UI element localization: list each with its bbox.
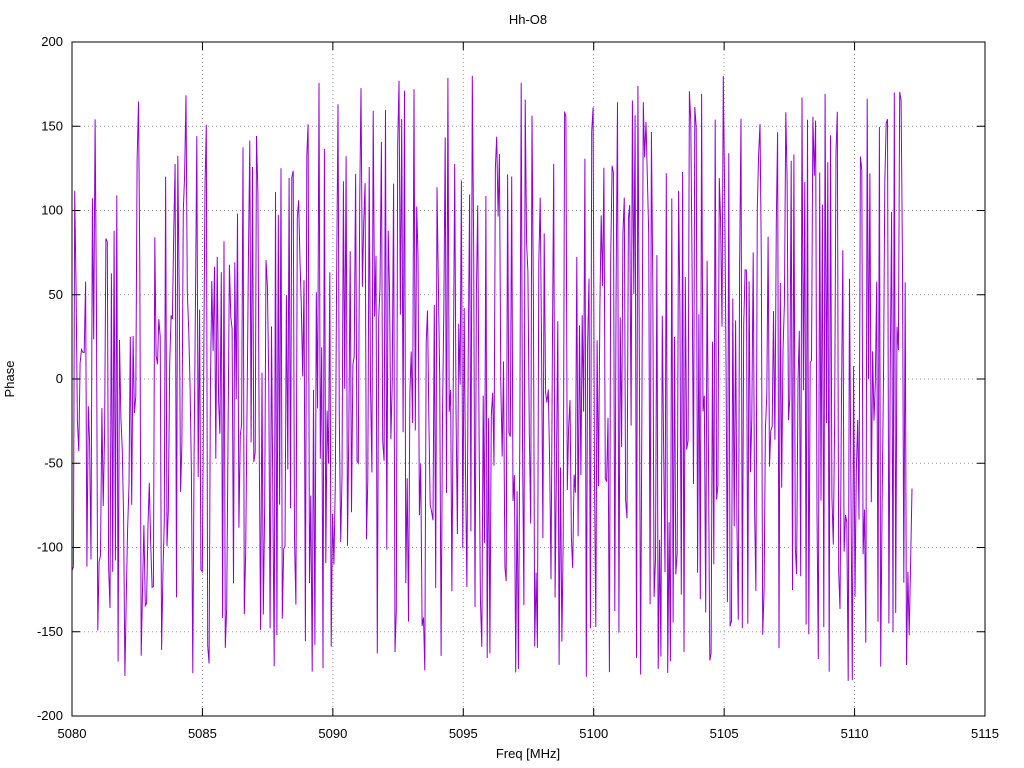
y-tick-label: -150 bbox=[37, 624, 63, 639]
y-tick-label: 200 bbox=[41, 34, 63, 49]
x-tick-label: 5105 bbox=[710, 726, 739, 741]
x-axis-label: Freq [MHz] bbox=[496, 746, 560, 761]
y-axis-label: Phase bbox=[2, 361, 17, 398]
y-tick-label: 0 bbox=[56, 371, 63, 386]
y-tick-label: 100 bbox=[41, 203, 63, 218]
x-tick-label: 5085 bbox=[188, 726, 217, 741]
phase-trace bbox=[72, 75, 913, 681]
x-tick-label: 5080 bbox=[58, 726, 87, 741]
x-tick-label: 5090 bbox=[318, 726, 347, 741]
y-tick-label: 150 bbox=[41, 118, 63, 133]
plot-title: Hh-O8 bbox=[509, 12, 547, 27]
y-tick-label: 50 bbox=[49, 287, 63, 302]
x-tick-label: 5100 bbox=[579, 726, 608, 741]
x-tick-label: 5115 bbox=[971, 726, 999, 741]
x-tick-labels: 5080 5085 5090 5095 5100 5105 5110 5115 bbox=[58, 726, 999, 741]
y-tick-label: -50 bbox=[44, 455, 63, 470]
x-tick-label: 5110 bbox=[841, 726, 869, 741]
x-tick-label: 5095 bbox=[449, 726, 478, 741]
y-tick-labels: -200 -150 -100 -50 0 50 100 150 200 bbox=[37, 34, 63, 723]
y-tick-label: -200 bbox=[37, 708, 63, 723]
y-tick-label: -100 bbox=[37, 540, 63, 555]
tick-marks bbox=[71, 41, 986, 717]
